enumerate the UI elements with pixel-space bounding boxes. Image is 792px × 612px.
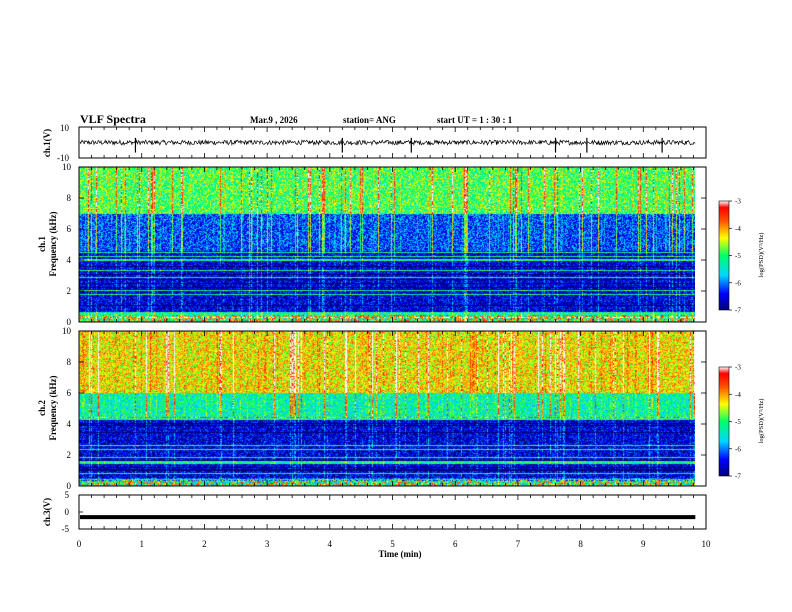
- ch1-waveform-ylabel: ch.1(V): [42, 129, 52, 157]
- colorbar2-tick-label: -6: [735, 445, 741, 453]
- spec1-ytick-label: 6: [67, 224, 72, 234]
- ch1-axis-ticks: [78, 127, 707, 158]
- colorbar2-tick-label: -7: [735, 473, 741, 481]
- figure-title: VLF Spectra: [80, 112, 146, 126]
- ch2-colorbar: -3 -4 -5 -6 -7 log(PSD)(V²/Hz): [718, 364, 765, 481]
- x-axis-label: Time (min): [378, 549, 421, 559]
- ch3-axis-ticks: [78, 495, 707, 529]
- spec1-ytick-label: 10: [62, 162, 72, 172]
- spec2-ytick-label: 2: [67, 450, 72, 460]
- ch3-ytick-label: 5: [65, 490, 70, 500]
- station-label: station= ANG: [343, 115, 396, 125]
- ch2-spectrogram-image: [79, 331, 695, 486]
- ch1-ytick-bottom: -10: [57, 153, 69, 163]
- ch1-spectrogram-ytick-labels: 0 2 4 6 8 10: [62, 162, 706, 327]
- ch1-spectrogram-image: [79, 167, 695, 322]
- ch2-spectrogram-ytick-labels: 0 2 4 6 8 10: [62, 326, 706, 491]
- x-tick-label: 10: [702, 539, 712, 549]
- colorbar1-tick-label: -6: [735, 279, 741, 287]
- ch1-colorbar-label: log(PSD)(V²/Hz): [758, 233, 765, 278]
- colorbar2-tick-label: -5: [735, 418, 741, 426]
- ch2-spectrogram-ylabel-line1: ch.2: [37, 400, 47, 416]
- colorbar2-tick-label: -4: [735, 391, 741, 399]
- ch3-waveform-ylabel: ch.3(V): [42, 498, 52, 526]
- ch1-waveform-line: [79, 139, 696, 147]
- spec2-ytick-label: 0: [67, 481, 72, 491]
- ch3-ytick-labels: 5 0 -5: [62, 490, 83, 534]
- colorbar1-tick-label: -3: [735, 198, 741, 206]
- colorbar1-tick-label: -5: [735, 252, 741, 260]
- ch1-spectrogram-ylabel-line2: Frequency (kHz): [48, 211, 58, 276]
- x-tick-label: 0: [77, 539, 82, 549]
- colorbar1-tick-label: -4: [735, 225, 741, 233]
- ch1-spectrogram-axis-ticks: [78, 167, 707, 322]
- spec2-ytick-label: 8: [67, 357, 72, 367]
- x-tick-label: 4: [328, 539, 333, 549]
- ch3-ytick-label: 0: [65, 507, 70, 517]
- ch1-ytick-top: 10: [60, 123, 70, 133]
- spec2-ytick-label: 10: [62, 326, 72, 336]
- start-ut-label: start UT = 1 : 30 : 1: [437, 115, 513, 125]
- ch1-colorbar-ticks: -3 -4 -5 -6 -7: [729, 198, 741, 315]
- x-tick-label: 5: [390, 539, 395, 549]
- ch1-spectrogram-panel: 0 2 4 6 8 10 ch.1 Frequency (kHz) -3 -4 -5 -6 -7 …: [37, 162, 765, 327]
- x-tick-label: 6: [453, 539, 458, 549]
- ch1-colorbar: -3 -4 -5 -6 -7 log(PSD)(V²/Hz): [718, 198, 765, 315]
- spec1-ytick-label: 0: [67, 317, 72, 327]
- spec1-ytick-label: 4: [67, 255, 72, 265]
- x-tick-label: 3: [265, 539, 270, 549]
- spec2-ytick-label: 6: [67, 388, 72, 398]
- ch2-spectrogram-panel: 0 2 4 6 8 10 ch.2 Frequency (kHz) -3 -4 -5 -6 -7 …: [37, 326, 765, 491]
- ch1-waveform-trace: [79, 137, 696, 153]
- x-tick-label: 7: [516, 539, 521, 549]
- ch2-spectrogram-ylabel-line2: Frequency (kHz): [48, 375, 58, 440]
- x-tick-label: 8: [578, 539, 583, 549]
- ch1-spectrogram-ylabel-line1: ch.1: [37, 236, 47, 252]
- ch3-waveform-panel: 5 0 -5 ch.3(V): [42, 490, 707, 534]
- x-axis-tick-labels: 0 1 2 3 4 5 6 7 8 9 10: [77, 539, 711, 549]
- ch2-spectrogram-axis-ticks: [78, 331, 707, 486]
- x-tick-label: 9: [641, 539, 646, 549]
- x-tick-label: 1: [139, 539, 144, 549]
- date-label: Mar.9 , 2026: [250, 115, 298, 125]
- spec2-ytick-label: 4: [67, 419, 72, 429]
- spec1-ytick-label: 2: [67, 286, 72, 296]
- colorbar2-tick-label: -3: [735, 364, 741, 372]
- ch2-colorbar-ticks: -3 -4 -5 -6 -7: [729, 364, 741, 481]
- ch1-waveform-panel: 10 -10 ch.1(V): [42, 123, 707, 163]
- ch3-ytick-label: -5: [62, 524, 70, 534]
- colorbar1-tick-label: -7: [735, 307, 741, 315]
- ch2-colorbar-label: log(PSD)(V²/Hz): [758, 399, 765, 444]
- x-tick-label: 2: [202, 539, 207, 549]
- spec1-ytick-label: 8: [67, 193, 72, 203]
